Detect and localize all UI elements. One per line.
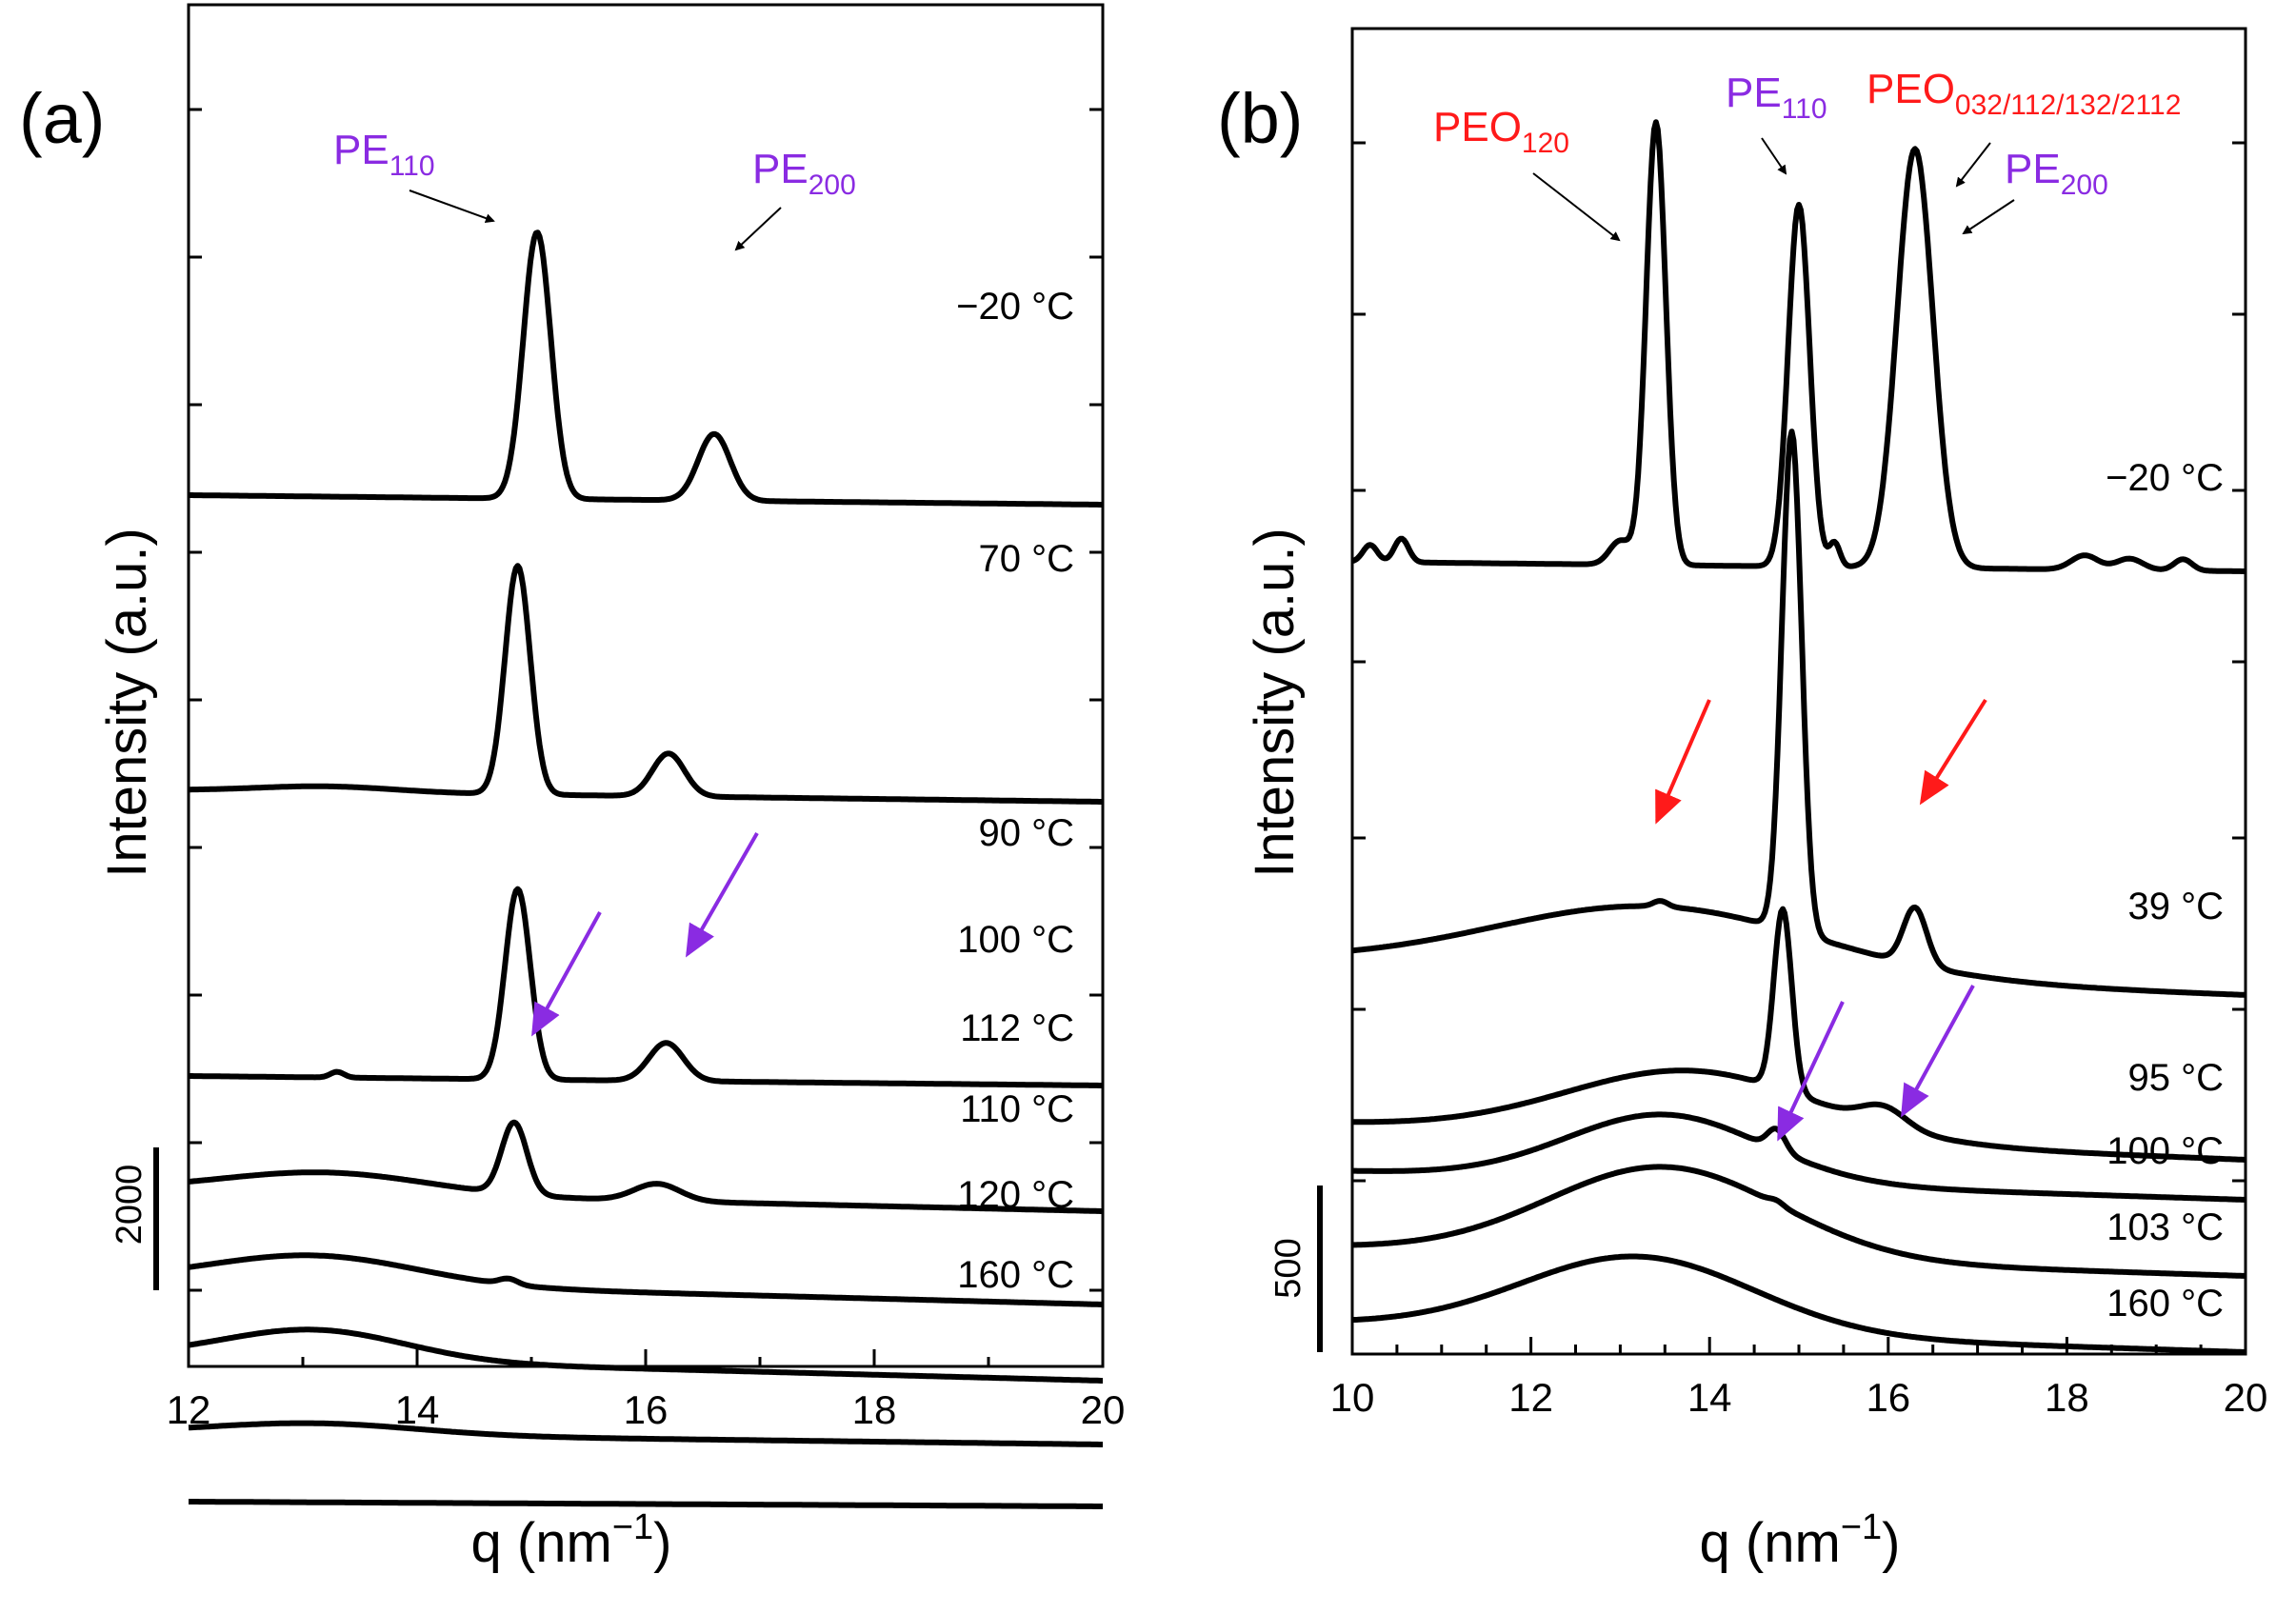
panel-b-arrow-peo120 <box>1655 699 1711 825</box>
annotation-pe200-b: PE200 <box>2005 146 2108 201</box>
panel-a-arrow-pe200 <box>686 832 759 958</box>
temperature-label: 39 °C <box>2128 886 2225 927</box>
annotation-pe200-a-arrow <box>734 207 782 251</box>
temperature-label: 160 °C <box>957 1254 1074 1296</box>
temperature-label: 160 °C <box>2106 1283 2224 1325</box>
panel-a-xlabel: q (nm−1) <box>471 1507 672 1574</box>
curve-100 °C <box>1350 1111 2247 1203</box>
curve-−20 °C <box>1350 119 2247 574</box>
temperature-label: 70 °C <box>979 538 1075 580</box>
panel-b: (b) Intensity (a.u.) q (nm−1) 10 12 14 16 18… <box>1217 27 2268 1574</box>
curve-103 °C <box>1350 1164 2247 1279</box>
panel-a-label: (a) <box>19 79 105 158</box>
curve-70 °C <box>187 563 1105 805</box>
x-tick-label: 16 <box>1866 1375 1910 1420</box>
temperature-label: 112 °C <box>960 1007 1074 1049</box>
x-tick-label: 16 <box>624 1387 669 1432</box>
panel-a-arrow-pe110 <box>531 911 602 1037</box>
panel-b-temperature-labels: −20 °C 39 °C 95 °C 100 °C 103 °C 160 °C <box>2106 457 2224 1325</box>
panel-b-ylabel: Intensity (a.u.) <box>1244 528 1306 877</box>
panel-a-ylabel: Intensity (a.u.) <box>96 528 158 877</box>
temperature-label: 103 °C <box>2106 1206 2224 1248</box>
curve-110 °C <box>187 1326 1105 1384</box>
temperature-label: 90 °C <box>979 812 1075 854</box>
x-tick-label: 14 <box>1687 1375 1732 1420</box>
temperature-label: −20 °C <box>956 286 1074 328</box>
x-tick-label: 12 <box>1508 1375 1553 1420</box>
curve-100 °C <box>187 1119 1105 1214</box>
annotation-peo032-b: PEO032/112/132/2112 <box>1867 66 2181 121</box>
panel-b-scale-label: 500 <box>1268 1238 1308 1298</box>
curve-39 °C <box>1350 428 2247 998</box>
temperature-label: 110 °C <box>960 1088 1074 1130</box>
x-tick-label: 14 <box>395 1387 440 1432</box>
panel-b-curves <box>1350 119 2247 1355</box>
curve-95 °C <box>1350 906 2247 1163</box>
x-tick-label: 20 <box>1081 1387 1126 1432</box>
panel-b-arrow-pe110 <box>1777 1001 1845 1142</box>
panel-a-x-ticks: 12 14 16 18 20 <box>167 3 1126 1432</box>
temperature-label: 95 °C <box>2128 1057 2225 1099</box>
panel-a-scale-label: 2000 <box>110 1165 150 1245</box>
curve-112 °C <box>187 1252 1105 1307</box>
panel-a: (a) Intensity (a.u.) q (nm−1) 12 14 16 18 20… <box>19 3 1126 1574</box>
panel-a-curves <box>187 229 1105 1509</box>
x-tick-label: 20 <box>2224 1375 2268 1420</box>
annotation-pe200-a: PE200 <box>752 146 856 201</box>
temperature-label: 100 °C <box>2106 1130 2224 1172</box>
panel-a-temperature-labels: −20 °C 70 °C 90 °C 100 °C 112 °C 110 °C 120 °C… <box>956 286 1074 1296</box>
annotation-pe110-a-arrow <box>409 189 495 223</box>
panel-a-scale-bar: 2000 <box>110 1147 159 1290</box>
curve-−20 °C <box>187 229 1105 508</box>
panel-b-label: (b) <box>1217 79 1303 158</box>
annotation-pe110-a: PE110 <box>333 127 435 182</box>
annotation-pe110-b: PE110 <box>1726 70 1827 125</box>
panel-b-arrow-peo-mixed <box>1919 698 1987 806</box>
annotation-pe110-b-arrow <box>1761 137 1787 175</box>
panel-b-scale-bar: 500 <box>1268 1186 1323 1352</box>
panel-b-arrow-pe200 <box>1901 985 1975 1118</box>
curve-160 °C <box>187 1499 1105 1509</box>
x-tick-label: 10 <box>1330 1375 1375 1420</box>
temperature-label: 100 °C <box>957 919 1074 961</box>
x-tick-label: 18 <box>2045 1375 2089 1420</box>
curve-120 °C <box>187 1420 1105 1447</box>
curve-160 °C <box>1350 1253 2247 1355</box>
annotation-peo120-b-arrow <box>1532 172 1621 242</box>
panel-b-x-ticks: 10 12 14 16 18 20 <box>1330 27 2268 1420</box>
temperature-label: 120 °C <box>957 1174 1074 1216</box>
panel-b-xlabel: q (nm−1) <box>1700 1507 1901 1574</box>
annotation-peo032-b-arrow <box>1955 142 1991 188</box>
curve-90 °C <box>187 886 1105 1088</box>
panel-a-frame <box>187 3 1105 1368</box>
temperature-label: −20 °C <box>2106 457 2224 499</box>
annotation-peo120-b: PEO120 <box>1433 104 1569 159</box>
x-tick-label: 18 <box>852 1387 897 1432</box>
annotation-pe200-b-arrow <box>1962 199 2015 235</box>
